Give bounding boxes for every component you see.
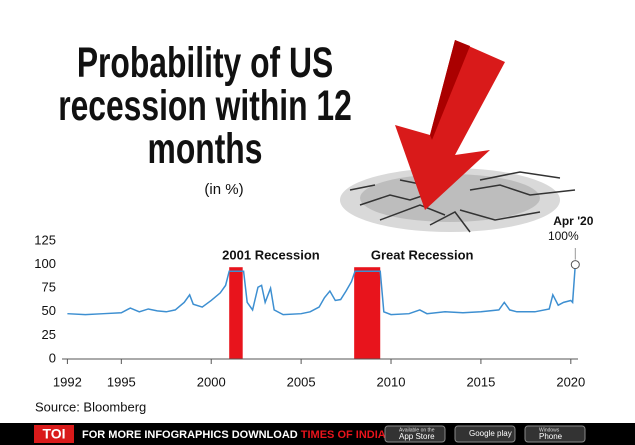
badge-big: Google play: [469, 429, 512, 438]
highlight-point: [570, 260, 580, 270]
y-tick-label: 0: [49, 350, 56, 365]
y-tick-label: 75: [42, 280, 56, 295]
y-tick-label: 25: [42, 327, 56, 342]
y-tick-label: 125: [34, 232, 56, 247]
y-tick-label: 50: [42, 303, 56, 318]
store-badge[interactable]: [454, 425, 516, 443]
x-tick-label: 2005: [287, 374, 316, 389]
illustration: [340, 40, 576, 233]
footer-text-main: FOR MORE INFOGRAPHICS DOWNLOAD: [82, 429, 298, 441]
recession-label: Great Recession: [371, 247, 474, 262]
footer-app: TIMES OF INDIA APP: [301, 429, 411, 441]
chart-title: Probability of US recession within 12 mo…: [58, 39, 352, 173]
subtitle: (in %): [204, 181, 243, 198]
highlight-value: 100%: [548, 229, 579, 243]
badge-big: App Store: [399, 432, 435, 441]
x-tick-label: 2015: [466, 374, 495, 389]
x-tick-label: 2020: [556, 374, 585, 389]
x-tick-label: 1995: [107, 374, 136, 389]
recession-band: [354, 267, 381, 359]
series-line: [67, 264, 577, 316]
badge-big: Phone: [539, 432, 563, 441]
badge-small: Windows: [539, 427, 560, 433]
store-badge[interactable]: [524, 425, 586, 443]
source: Source: Bloomberg: [35, 399, 146, 414]
brand: TOI: [42, 426, 65, 442]
y-tick-label: 100: [34, 256, 56, 271]
store-badge[interactable]: [384, 425, 446, 443]
x-tick-label: 1992: [53, 374, 82, 389]
highlight-label: Apr '20: [553, 214, 594, 228]
footer-text: FOR MORE INFOGRAPHICS DOWNLOAD TIMES OF …: [82, 429, 411, 441]
x-tick-label: 2010: [377, 374, 406, 389]
recession-band: [229, 267, 243, 359]
badge-small: Available on the: [399, 427, 435, 433]
brand-box: [34, 425, 74, 443]
recession-label: 2001 Recession: [222, 247, 320, 262]
x-tick-label: 2000: [197, 374, 226, 389]
